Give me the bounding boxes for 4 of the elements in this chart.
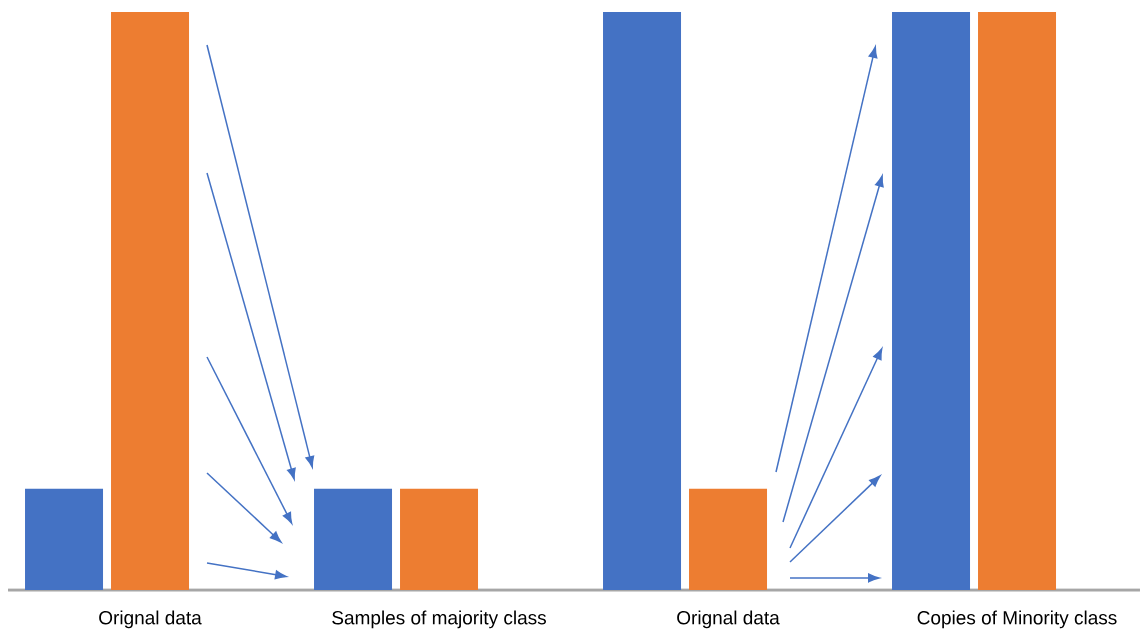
x-tick-label: Samples of majority class — [332, 610, 546, 629]
x-tick-label: Orignal data — [677, 610, 780, 629]
x-tick-label: Orignal data — [99, 610, 202, 629]
x-tick-label: Copies of Minority class — [917, 610, 1117, 629]
